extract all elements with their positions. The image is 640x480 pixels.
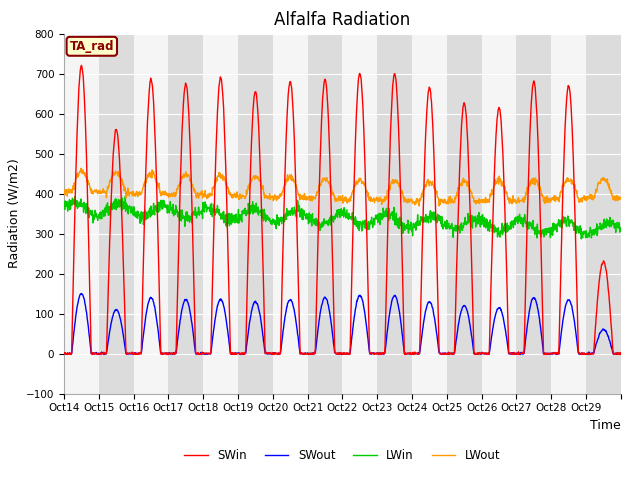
Y-axis label: Radiation (W/m2): Radiation (W/m2) [7,159,20,268]
LWin [556,221,563,227]
LWout [415,203,423,209]
Bar [447,34,481,394]
SWout [148,295,156,300]
Bar [551,34,586,394]
LWin [474,221,482,227]
SWin [611,351,618,357]
LWout [148,170,156,176]
LWin [60,204,68,210]
Legend: SWin, SWout, LWin, LWout: SWin, SWout, LWin, LWout [180,444,505,467]
Bar [273,34,308,394]
SWin [556,306,564,312]
Bar [204,34,238,394]
Bar [412,34,447,394]
X-axis label: Time: Time [590,419,621,432]
Line: SWout: SWout [64,293,621,354]
Bar [481,34,516,394]
LWin [611,225,618,231]
SWout [556,342,564,348]
LWout [611,197,618,203]
LWin [617,225,625,231]
LWout [556,194,564,200]
SWin [617,351,625,357]
Bar [516,34,551,394]
Bar [99,34,134,394]
SWin [148,79,156,85]
LWin [122,194,129,200]
SWin [318,110,326,116]
Line: LWout: LWout [64,168,621,206]
Bar [238,34,273,394]
LWin [317,224,325,230]
Bar [342,34,377,394]
LWin [148,213,156,218]
LWout [474,198,482,204]
LWout [328,191,336,197]
Bar [586,34,621,394]
Bar [64,34,99,394]
SWout [164,351,172,357]
Line: SWin: SWin [64,65,621,354]
SWin [77,62,85,68]
LWout [317,179,325,185]
SWin [63,351,70,357]
LWin [577,236,585,242]
SWout [318,302,326,308]
SWout [611,350,618,356]
Bar [308,34,342,394]
Bar [377,34,412,394]
SWin [328,250,336,256]
SWout [77,290,85,296]
Title: Alfalfa Radiation: Alfalfa Radiation [275,11,410,29]
SWout [60,351,68,357]
Line: LWin: LWin [64,197,621,239]
Text: TA_rad: TA_rad [70,40,114,53]
SWout [328,330,336,336]
SWin [474,351,482,357]
LWout [77,165,85,171]
LWin [328,213,336,219]
SWin [60,350,68,356]
LWout [617,194,625,200]
SWout [474,350,482,356]
Bar [168,34,204,394]
LWout [60,188,68,193]
Bar [134,34,168,394]
SWout [617,350,625,356]
